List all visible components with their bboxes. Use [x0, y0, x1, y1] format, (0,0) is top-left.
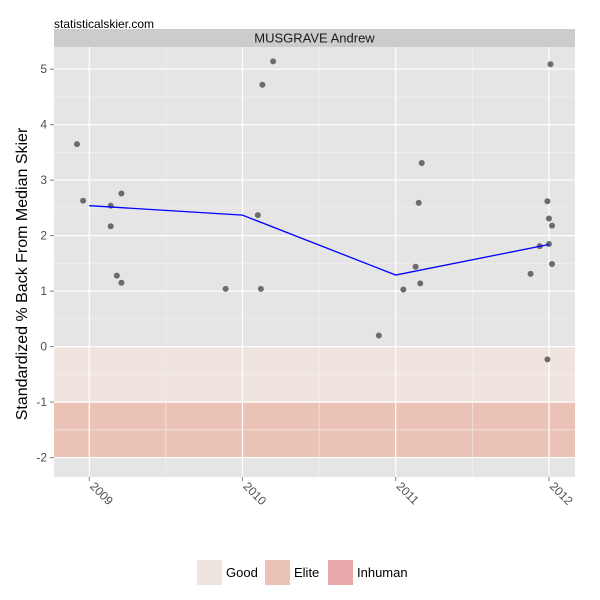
legend: Good Elite Inhuman	[197, 560, 408, 585]
legend-key-inhuman	[328, 560, 353, 585]
x-tick-label: 2009	[87, 479, 116, 508]
data-point	[412, 263, 419, 270]
data-point	[415, 199, 422, 206]
data-point	[73, 141, 80, 148]
data-point	[113, 272, 120, 279]
data-point	[400, 286, 407, 293]
strip: MUSGRAVE Andrew	[54, 29, 575, 47]
data-point	[254, 212, 261, 219]
y-tick-label: -2	[36, 451, 47, 465]
plot-panel: -2 -1 0 1 2 3 4 5 2009 2010 2011 2012	[36, 47, 576, 508]
y-tick-label: 1	[40, 284, 47, 298]
y-tick-label: 3	[40, 173, 47, 187]
data-point	[375, 332, 382, 339]
data-point	[545, 215, 552, 222]
y-tick-label: 4	[40, 118, 47, 132]
x-tick-label: 2012	[547, 479, 576, 508]
data-point	[549, 222, 556, 229]
data-point	[118, 190, 125, 197]
x-tick-label: 2011	[394, 479, 422, 507]
data-point	[545, 240, 552, 247]
data-point	[549, 260, 556, 267]
y-tick-label: 5	[40, 62, 47, 76]
data-point	[257, 285, 264, 292]
legend-key-good	[197, 560, 222, 585]
y-axis-title: Standardized % Back From Median Skier	[14, 127, 31, 420]
data-point	[222, 285, 229, 292]
data-point	[270, 58, 277, 65]
legend-key-elite	[265, 560, 290, 585]
data-point	[417, 280, 424, 287]
strip-background	[54, 29, 575, 47]
y-tick-label: -1	[36, 395, 47, 409]
data-point	[107, 223, 114, 230]
data-point	[418, 159, 425, 166]
data-point	[547, 61, 554, 68]
data-point	[544, 356, 551, 363]
data-point	[527, 270, 534, 277]
site-label: statisticalskier.com	[54, 17, 154, 31]
x-tick-label: 2010	[240, 479, 269, 508]
y-tick-label: 2	[40, 229, 47, 243]
data-point	[118, 279, 125, 286]
legend-label-elite: Elite	[294, 565, 319, 580]
y-tick-label: 0	[40, 340, 47, 354]
data-point	[544, 198, 551, 205]
legend-label-good: Good	[226, 565, 258, 580]
chart-title: MUSGRAVE Andrew	[254, 31, 375, 46]
data-point	[80, 197, 87, 204]
trend-line	[89, 205, 550, 276]
legend-label-inhuman: Inhuman	[357, 565, 408, 580]
data-point	[259, 81, 266, 88]
